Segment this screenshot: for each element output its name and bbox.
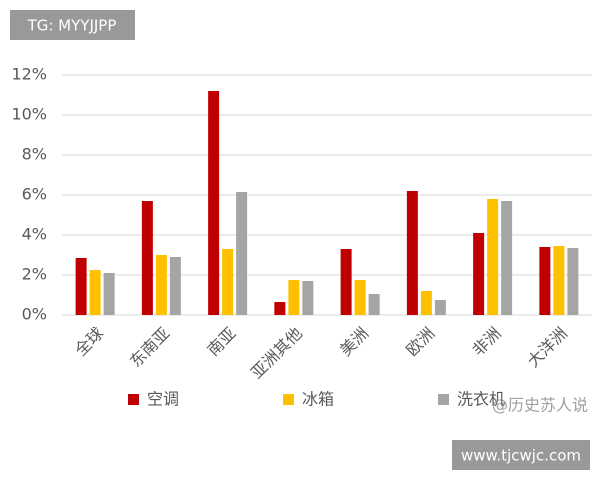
x-tick-label: 欧洲 — [402, 324, 438, 360]
bar — [155, 255, 167, 315]
bar — [473, 233, 485, 315]
y-tick-label: 0% — [22, 305, 47, 324]
y-tick-label: 4% — [22, 225, 47, 244]
y-tick-label: 12% — [11, 65, 47, 84]
watermark: www.tjcwjc.com — [461, 447, 581, 465]
y-tick-label: 6% — [22, 185, 47, 204]
watermark: @历史苏人说 — [492, 396, 588, 415]
x-tick-label: 南亚 — [204, 324, 240, 360]
legend-swatch — [438, 394, 449, 405]
legend-label: 空调 — [147, 390, 179, 409]
bar — [539, 247, 551, 315]
bar — [103, 273, 115, 315]
watermark: TG: MYYJJPP — [27, 17, 117, 35]
bar — [302, 281, 314, 315]
bar — [141, 201, 153, 315]
legend-swatch — [283, 394, 294, 405]
bar — [89, 270, 101, 315]
bar — [222, 249, 234, 315]
x-tick-label: 美洲 — [336, 324, 372, 360]
bar — [340, 249, 352, 315]
y-tick-label: 10% — [11, 105, 47, 124]
legend-label: 冰箱 — [302, 390, 334, 409]
x-tick-label: 非洲 — [469, 324, 505, 360]
watermark-box — [10, 10, 135, 40]
legend-swatch — [128, 394, 139, 405]
bar — [406, 191, 418, 315]
bar — [487, 199, 499, 315]
bar — [274, 302, 286, 315]
bar — [420, 291, 432, 315]
x-tick-label: 亚洲其他 — [247, 324, 306, 383]
bar — [169, 257, 181, 315]
watermark-box — [452, 440, 590, 470]
bar — [368, 294, 380, 315]
x-tick-label: 东南亚 — [126, 324, 173, 371]
bar — [236, 192, 248, 315]
bar — [567, 248, 579, 315]
bar — [501, 201, 513, 315]
bar — [288, 280, 300, 315]
y-tick-label: 2% — [22, 265, 47, 284]
x-tick-label: 大洋洲 — [523, 324, 570, 371]
bar — [75, 258, 87, 315]
bar — [354, 280, 366, 315]
bar — [553, 246, 565, 315]
bar — [434, 300, 446, 315]
x-tick-label: 全球 — [71, 324, 107, 360]
y-tick-label: 8% — [22, 145, 47, 164]
bar — [208, 91, 220, 315]
legend-label: 洗衣机 — [457, 390, 505, 409]
